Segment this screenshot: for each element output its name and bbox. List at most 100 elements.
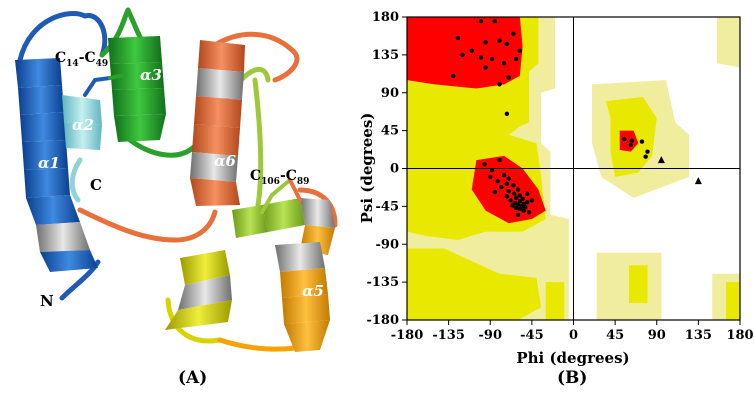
residue-point (513, 205, 519, 211)
residue-point (645, 149, 650, 154)
residue-point (483, 40, 488, 45)
helix-alpha6 (190, 40, 245, 206)
residue-point (515, 202, 521, 207)
residue-point (628, 142, 634, 148)
residue-point (643, 154, 648, 159)
x-tick-label: -180 (391, 328, 424, 343)
residue-point (478, 19, 484, 24)
residue-point (517, 199, 523, 204)
c-terminus-label: C (90, 176, 102, 194)
alpha5-label: α5 (302, 282, 324, 300)
residue-point (517, 48, 523, 53)
panel-b-label: (B) (557, 368, 588, 388)
residue-point (517, 206, 523, 212)
protein-ribbon-diagram: α1 α2 α3 α4 α5 α6 N C C14-C49 C106-C89 (15, 7, 338, 352)
residue-points (451, 19, 702, 217)
residue-point (501, 173, 507, 178)
residue-point (489, 167, 495, 173)
residue-point (523, 205, 528, 210)
residue-point (513, 56, 519, 62)
residue-point (526, 210, 532, 215)
y-tick-label: 90 (381, 86, 399, 101)
n-terminus-label: N (40, 292, 54, 310)
panel-a-label: (A) (178, 368, 208, 388)
allowed-region-bottom-right (629, 265, 648, 304)
x-tick-label: 90 (648, 328, 666, 343)
y-axis-ticks: 180 135 90 45 0 -45 -90 -135 -180 (366, 10, 407, 328)
y-tick-label: -180 (366, 313, 399, 328)
core-region-left-handed (619, 130, 639, 152)
residue-point (511, 31, 516, 37)
residue-point (489, 56, 495, 62)
alpha6-label: α6 (214, 152, 237, 170)
y-tick-label: 135 (372, 48, 399, 63)
disulfide-c106-c89-label: C106-C89 (250, 168, 309, 187)
generous-region-top-right (716, 17, 740, 68)
x-axis-ticks: -180 -135 -90 -45 0 45 90 135 180 (391, 320, 754, 343)
y-tick-label: -135 (366, 275, 399, 290)
disulfide-c14-c49-label: C14-C49 (55, 50, 108, 69)
residue-point (482, 162, 487, 167)
y-tick-label: -45 (376, 199, 400, 214)
alpha2-label: α2 (72, 116, 94, 134)
residue-point (469, 48, 474, 53)
helix-alpha1 (15, 58, 98, 272)
residue-point (511, 183, 516, 188)
y-tick-label: 45 (381, 124, 399, 139)
x-tick-label: -45 (520, 328, 544, 343)
allowed-region-right-edge (726, 282, 740, 320)
residue-point (525, 199, 530, 205)
residue-point (497, 157, 502, 163)
residue-point (529, 198, 535, 203)
residue-point (629, 138, 634, 143)
glycine-point (694, 177, 702, 185)
residue-point (639, 139, 645, 144)
residue-point (504, 41, 510, 47)
residue-point (508, 198, 513, 203)
alpha3-label: α3 (140, 66, 162, 84)
residue-point (515, 187, 521, 192)
y-tick-label: 0 (390, 162, 399, 177)
residue-point (506, 75, 511, 80)
zero-axis-lines (407, 17, 740, 320)
residue-point (478, 55, 484, 60)
x-tick-label: 0 (569, 328, 578, 343)
residue-point (504, 194, 510, 199)
allowed-region-lower (407, 248, 542, 320)
residue-point (525, 191, 530, 196)
helix-alpha5 (275, 242, 330, 352)
alpha1-label: α1 (38, 154, 60, 172)
residue-point (517, 193, 523, 198)
glycine-point (657, 156, 665, 164)
x-tick-label: 45 (606, 328, 624, 343)
y-tick-label: -90 (376, 237, 400, 252)
helix-yellow (165, 250, 232, 330)
residue-point (501, 61, 507, 66)
residue-point (622, 136, 627, 142)
residue-point (504, 111, 510, 116)
residue-point (506, 189, 511, 194)
residue-point (504, 181, 510, 186)
y-axis-title: Psi (degrees) (358, 113, 376, 224)
disulfide-bonds (83, 73, 302, 214)
residue-point (510, 203, 515, 208)
allowed-region-bottom-band (545, 282, 565, 320)
residue-point (497, 82, 502, 87)
residue-point (506, 176, 511, 181)
residue-point (492, 19, 498, 24)
x-axis-title: Phi (degrees) (516, 349, 629, 367)
residue-point (515, 212, 521, 217)
x-tick-label: 135 (685, 328, 712, 343)
helix-alpha2 (62, 95, 102, 150)
residue-point (499, 184, 504, 190)
x-tick-label: -90 (479, 328, 503, 343)
alpha4-label: α4 (253, 232, 275, 250)
residue-point (521, 208, 526, 213)
residue-point (460, 52, 465, 58)
residue-point (455, 35, 461, 41)
residue-point (512, 191, 517, 196)
helix-alpha3 (108, 36, 166, 142)
residue-point (483, 65, 488, 70)
